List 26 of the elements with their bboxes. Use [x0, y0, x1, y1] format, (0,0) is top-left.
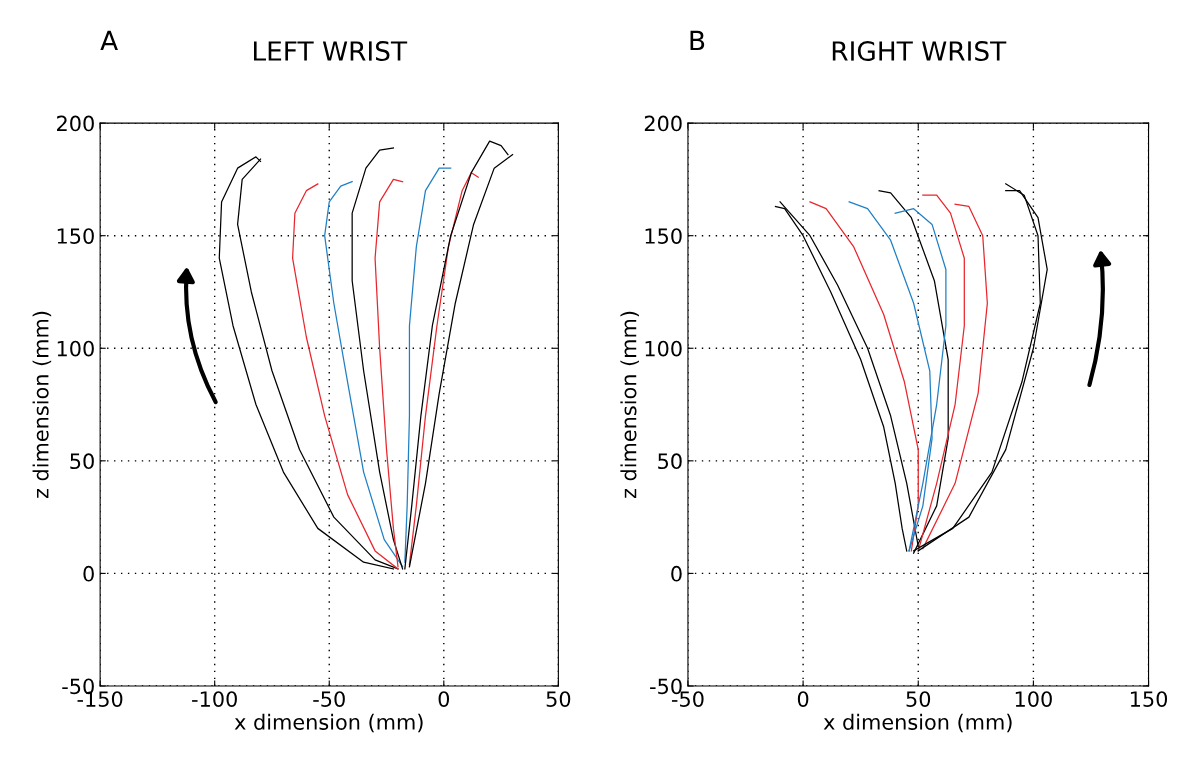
y-tick-label: 150: [57, 228, 94, 244]
x-axis-title: x dimension (mm): [234, 713, 423, 733]
chart-title: RIGHT WRIST: [832, 41, 1007, 61]
chart-title: LEFT WRIST: [254, 41, 408, 61]
y-axis-title: z dimension (mm): [32, 311, 52, 499]
x-tick-label: 0: [797, 691, 809, 707]
y-tick-label: 200: [644, 115, 682, 132]
x-tick-label: 150: [1130, 691, 1168, 707]
y-tick-label: 0: [83, 565, 94, 582]
text: B: [690, 30, 705, 51]
x-axis-title: x dimension (mm): [823, 713, 1012, 733]
x-tick-label: 50: [546, 691, 571, 707]
y-tick-label: 100: [57, 340, 94, 357]
y-tick-label: 50: [658, 453, 682, 470]
y-tick-label: 0: [671, 565, 682, 582]
y-tick-label: 150: [645, 228, 682, 244]
x-tick-label: 100: [1015, 691, 1052, 707]
x-tick-label: -50: [313, 691, 345, 707]
x-tick-label: -100: [192, 691, 237, 707]
x-tick-label: 0: [438, 691, 450, 707]
x-tick-label: 50: [906, 691, 931, 707]
y-tick-label: 100: [645, 340, 682, 357]
y-tick-label: 50: [70, 453, 94, 470]
y-axis-title: z dimension (mm): [620, 311, 639, 499]
text: A: [100, 30, 118, 51]
y-tick-label: 200: [57, 115, 94, 132]
